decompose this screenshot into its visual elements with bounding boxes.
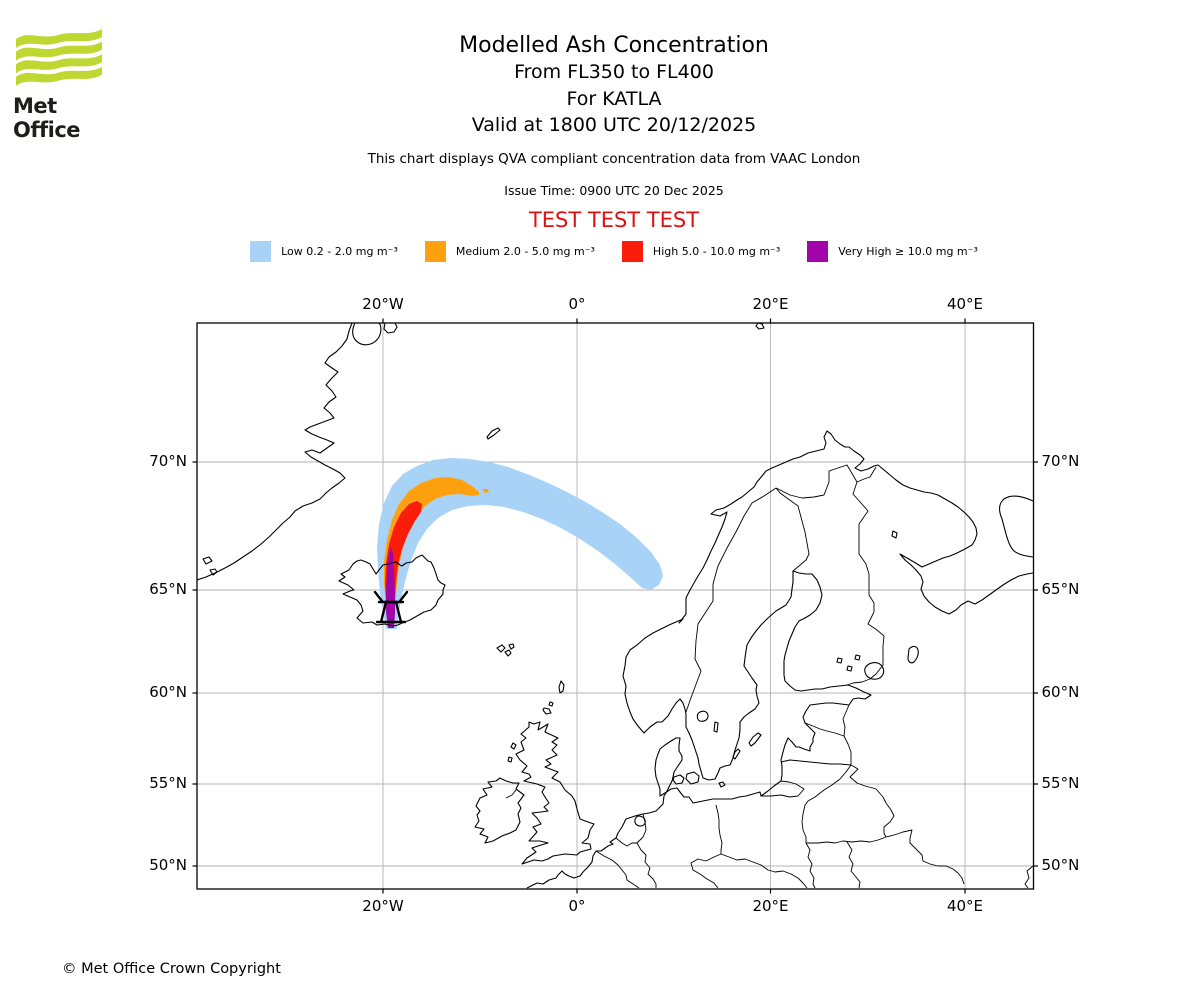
axis-label-left-60°N: 60°N xyxy=(149,683,187,701)
legend-label-high: High 5.0 - 10.0 mg m⁻³ xyxy=(652,245,781,258)
axis-label-top-20°E: 20°E xyxy=(752,295,789,313)
copyright-text: © Met Office Crown Copyright xyxy=(62,961,281,977)
axis-label-left-70°N: 70°N xyxy=(149,452,187,470)
legend-label-medium: Medium 2.0 - 5.0 mg m⁻³ xyxy=(455,245,595,258)
test-banner: TEST TEST TEST xyxy=(528,207,700,232)
axis-label-right-70°N: 70°N xyxy=(1041,452,1080,470)
logo-waves-icon xyxy=(16,29,102,86)
axis-label-bottom-20°W: 20°W xyxy=(362,897,404,915)
chart-title: Modelled Ash Concentration xyxy=(459,33,769,58)
axis-ticks xyxy=(192,318,1038,894)
volcano-icon xyxy=(373,590,409,624)
axis-label-top-40°E: 40°E xyxy=(946,295,984,313)
met-office-logo: Met Office xyxy=(13,26,123,142)
coastlines xyxy=(197,323,1034,889)
axis-label-right-60°N: 60°N xyxy=(1041,683,1080,701)
axis-label-left-50°N: 50°N xyxy=(149,856,187,874)
issue-time: Issue Time: 0900 UTC 20 Dec 2025 xyxy=(504,182,724,198)
ash-plume xyxy=(377,458,663,629)
legend: Low 0.2 - 2.0 mg m⁻³ Medium 2.0 - 5.0 mg … xyxy=(28,241,1200,262)
legend-swatch-high xyxy=(621,241,643,262)
legend-label-low: Low 0.2 - 2.0 mg m⁻³ xyxy=(281,245,398,258)
map-frame xyxy=(196,322,1035,890)
chart-header: Modelled Ash Concentration From FL350 to… xyxy=(28,0,1200,232)
ash-plume-low xyxy=(377,458,663,629)
legend-item-low: Low 0.2 - 2.0 mg m⁻³ xyxy=(250,241,398,262)
axis-label-left-65°N: 65°N xyxy=(149,580,187,598)
country-borders xyxy=(505,464,1034,889)
chart-description: This chart displays QVA compliant concen… xyxy=(367,150,861,167)
axis-label-right-65°N: 65°N xyxy=(1041,580,1080,598)
axis-label-bottom-20°E: 20°E xyxy=(752,897,789,915)
legend-item-medium: Medium 2.0 - 5.0 mg m⁻³ xyxy=(424,241,595,262)
subtitle-valid-time: Valid at 1800 UTC 20/12/2025 xyxy=(471,114,757,136)
legend-label-very-high: Very High ≥ 10.0 mg m⁻³ xyxy=(838,245,978,258)
legend-swatch-low xyxy=(250,241,272,262)
legend-swatch-medium xyxy=(424,241,446,262)
axis-label-bottom-0°: 0° xyxy=(568,897,586,915)
axis-label-right-55°N: 55°N xyxy=(1041,774,1080,792)
gridlines xyxy=(197,323,1034,889)
legend-swatch-very-high xyxy=(807,241,829,262)
axis-label-right-50°N: 50°N xyxy=(1041,856,1080,874)
axis-label-top-20°W: 20°W xyxy=(362,295,404,313)
subtitle-volcano: For KATLA xyxy=(566,87,662,110)
ash-plume-very-high xyxy=(386,547,395,628)
legend-item-high: High 5.0 - 10.0 mg m⁻³ xyxy=(621,241,781,262)
logo-brand-text: Met Office xyxy=(13,94,81,142)
map-canvas xyxy=(192,318,1038,894)
axis-label-top-0°: 0° xyxy=(568,295,586,313)
axis-label-bottom-40°E: 40°E xyxy=(946,897,984,915)
subtitle-flight-levels: From FL350 to FL400 xyxy=(514,61,714,83)
axis-label-left-55°N: 55°N xyxy=(149,774,187,792)
legend-item-very-high: Very High ≥ 10.0 mg m⁻³ xyxy=(807,241,978,262)
